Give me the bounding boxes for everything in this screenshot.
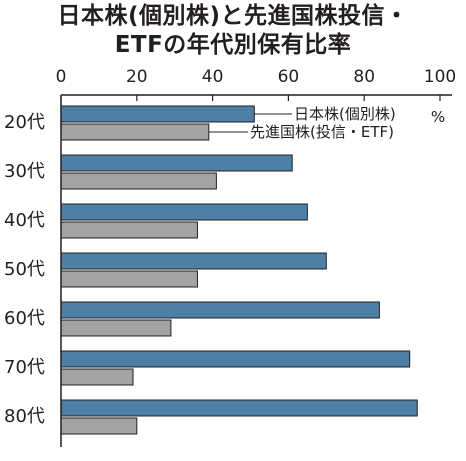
category-label: 70代 <box>4 357 45 378</box>
x-tick-label: 80 <box>353 67 375 87</box>
bar-japan-stock-7 <box>60 399 418 417</box>
bar-japan-stock-6 <box>60 350 411 368</box>
bar-developed-fund-4 <box>60 270 198 288</box>
bar-developed-fund-6 <box>60 368 134 386</box>
unit-label: % <box>431 108 445 126</box>
bar-developed-fund-5 <box>60 319 172 337</box>
bar-japan-stock-3 <box>60 203 308 221</box>
chart-title-line-2: ETFの年代別保有比率 <box>114 32 352 58</box>
bar-developed-fund-1 <box>60 123 210 141</box>
x-tick-label: 100 <box>424 67 456 87</box>
chart-title-line-1: 日本株(個別株)と先進国株投信・ <box>57 3 409 29</box>
bar-developed-fund-3 <box>60 221 198 239</box>
x-tick-label: 20 <box>126 67 148 87</box>
bar-japan-stock-5 <box>60 301 380 319</box>
bar-developed-fund-7 <box>60 417 138 435</box>
x-tick-label: 0 <box>56 67 67 87</box>
legend-label-developed-fund: 先進国株(投信・ETF) <box>250 123 394 141</box>
bar-developed-fund-2 <box>60 172 217 190</box>
category-label: 40代 <box>4 210 45 231</box>
category-label: 60代 <box>4 308 45 329</box>
category-label: 30代 <box>4 161 45 182</box>
category-label: 20代 <box>4 112 45 133</box>
legend-label-japan-stock: 日本株(個別株) <box>294 105 396 123</box>
category-label: 50代 <box>4 259 45 280</box>
bar-japan-stock-1 <box>60 105 255 123</box>
x-tick-label: 60 <box>278 67 300 87</box>
x-tick-label: 40 <box>202 67 224 87</box>
bar-japan-stock-2 <box>60 154 293 172</box>
category-label: 80代 <box>4 406 45 427</box>
bar-japan-stock-4 <box>60 252 327 270</box>
